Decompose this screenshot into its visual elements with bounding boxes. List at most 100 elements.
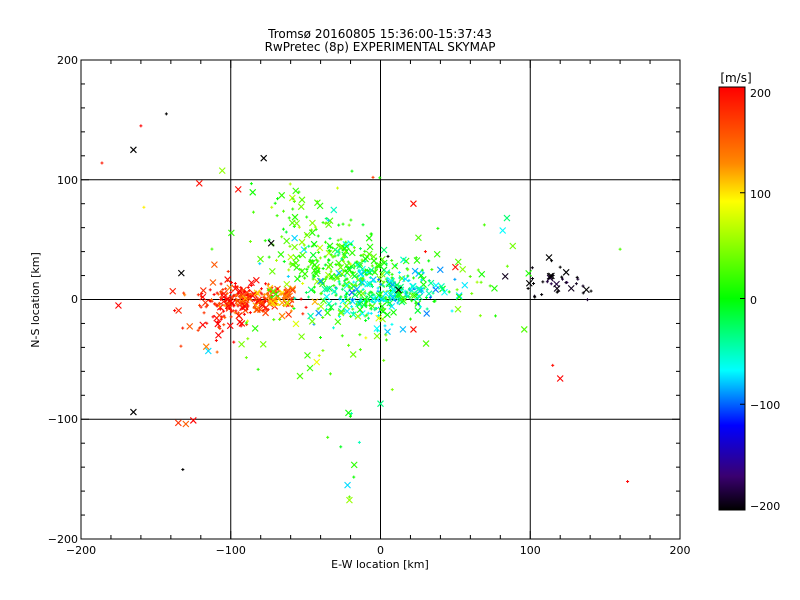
data-point-x (317, 277, 324, 285)
x-tick-label: 100 (520, 544, 541, 557)
data-point-plus (366, 311, 370, 315)
data-point-plus (232, 340, 236, 344)
data-point-plus (414, 256, 418, 260)
data-point-plus (350, 169, 354, 173)
data-point-plus (581, 284, 585, 288)
data-point-x (366, 280, 374, 288)
data-point-plus (334, 293, 338, 297)
data-point-plus (181, 326, 185, 330)
data-point-plus (345, 292, 349, 296)
data-point-plus (224, 287, 228, 291)
data-point-plus (381, 284, 385, 288)
data-point-x (341, 244, 349, 252)
data-point-x (342, 302, 350, 310)
data-point-plus (248, 240, 252, 244)
data-point-plus (425, 287, 429, 291)
data-point-plus (549, 282, 553, 286)
data-point-plus (488, 284, 492, 288)
x-tick-label: −100 (216, 544, 246, 557)
data-point-plus (233, 281, 237, 285)
data-point-plus (235, 302, 239, 306)
data-point-x (388, 303, 396, 310)
data-point-plus (329, 275, 333, 279)
data-point-plus (223, 316, 227, 320)
data-point-x (253, 289, 261, 297)
data-point-plus (585, 298, 589, 302)
data-point-plus (318, 336, 322, 340)
data-point-plus (374, 265, 378, 269)
data-point-plus (387, 270, 391, 274)
data-point-plus (269, 295, 273, 299)
data-point-x (130, 146, 137, 154)
data-point-plus (349, 242, 353, 246)
data-point-plus (264, 282, 268, 286)
data-point-x (236, 287, 243, 295)
data-point-x (491, 284, 498, 292)
data-point-plus (356, 278, 360, 282)
data-point-x (501, 272, 509, 280)
data-point-plus (208, 288, 212, 292)
data-point-plus (341, 284, 345, 288)
data-point-plus (541, 280, 545, 284)
data-point-x (293, 219, 301, 227)
data-point-x (174, 419, 182, 427)
data-point-plus (312, 290, 316, 294)
data-point-x (358, 279, 366, 286)
colorbar-ticks (740, 86, 745, 511)
data-point-plus (242, 312, 246, 316)
data-point-x (373, 325, 381, 332)
data-point-x (366, 243, 374, 251)
data-point-x (499, 227, 507, 234)
data-point-plus (352, 311, 356, 315)
data-point-plus (287, 268, 291, 272)
data-point-plus (258, 262, 262, 266)
data-point-x (384, 311, 391, 319)
data-point-plus (305, 215, 309, 219)
data-point-plus (331, 326, 335, 330)
data-point-x (289, 261, 297, 268)
data-point-x (333, 247, 341, 255)
data-point-x (356, 300, 364, 308)
y-tick-label: 200 (57, 54, 78, 67)
chart-subtitle: RwPretec (8p) EXPERIMENTAL SKYMAP (265, 40, 496, 54)
data-point-plus (290, 299, 294, 303)
data-point-plus (479, 280, 483, 284)
data-point-x (309, 219, 316, 227)
data-point-plus (398, 276, 402, 280)
data-point-x (249, 188, 257, 196)
data-point-x (379, 295, 387, 303)
data-point-plus (363, 269, 367, 273)
data-point-plus (251, 291, 255, 295)
axis-ticks (80, 59, 681, 540)
data-point-x (339, 297, 347, 305)
data-point-plus (249, 283, 253, 287)
data-point-x (321, 285, 329, 293)
data-point-x (284, 286, 292, 294)
data-point-plus (381, 307, 385, 311)
data-point-plus (248, 311, 252, 315)
data-point-plus (328, 372, 332, 376)
data-point-x (308, 229, 316, 237)
data-point-plus (351, 307, 355, 311)
data-point-x (409, 283, 416, 290)
data-point-x (375, 314, 383, 322)
data-point-plus (371, 293, 375, 297)
data-point-x (269, 287, 277, 295)
data-point-plus (432, 300, 436, 304)
data-point-x (344, 481, 351, 489)
data-point-plus (352, 280, 356, 284)
data-point-x (216, 303, 224, 311)
data-point-x (333, 272, 341, 280)
data-point-plus (470, 292, 474, 296)
data-point-plus (327, 259, 331, 263)
colorbar-tick-label: −100 (750, 399, 780, 412)
data-point-x (214, 320, 222, 328)
data-point-x (248, 279, 255, 287)
data-point-plus (352, 475, 356, 479)
data-point-x (324, 309, 331, 317)
data-point-x (259, 340, 267, 348)
data-point-plus (274, 258, 278, 262)
data-point-x (567, 284, 575, 292)
data-point-plus (181, 468, 185, 472)
chart-title: Tromsø 20160805 15:36:00-15:37:43 (267, 27, 492, 41)
